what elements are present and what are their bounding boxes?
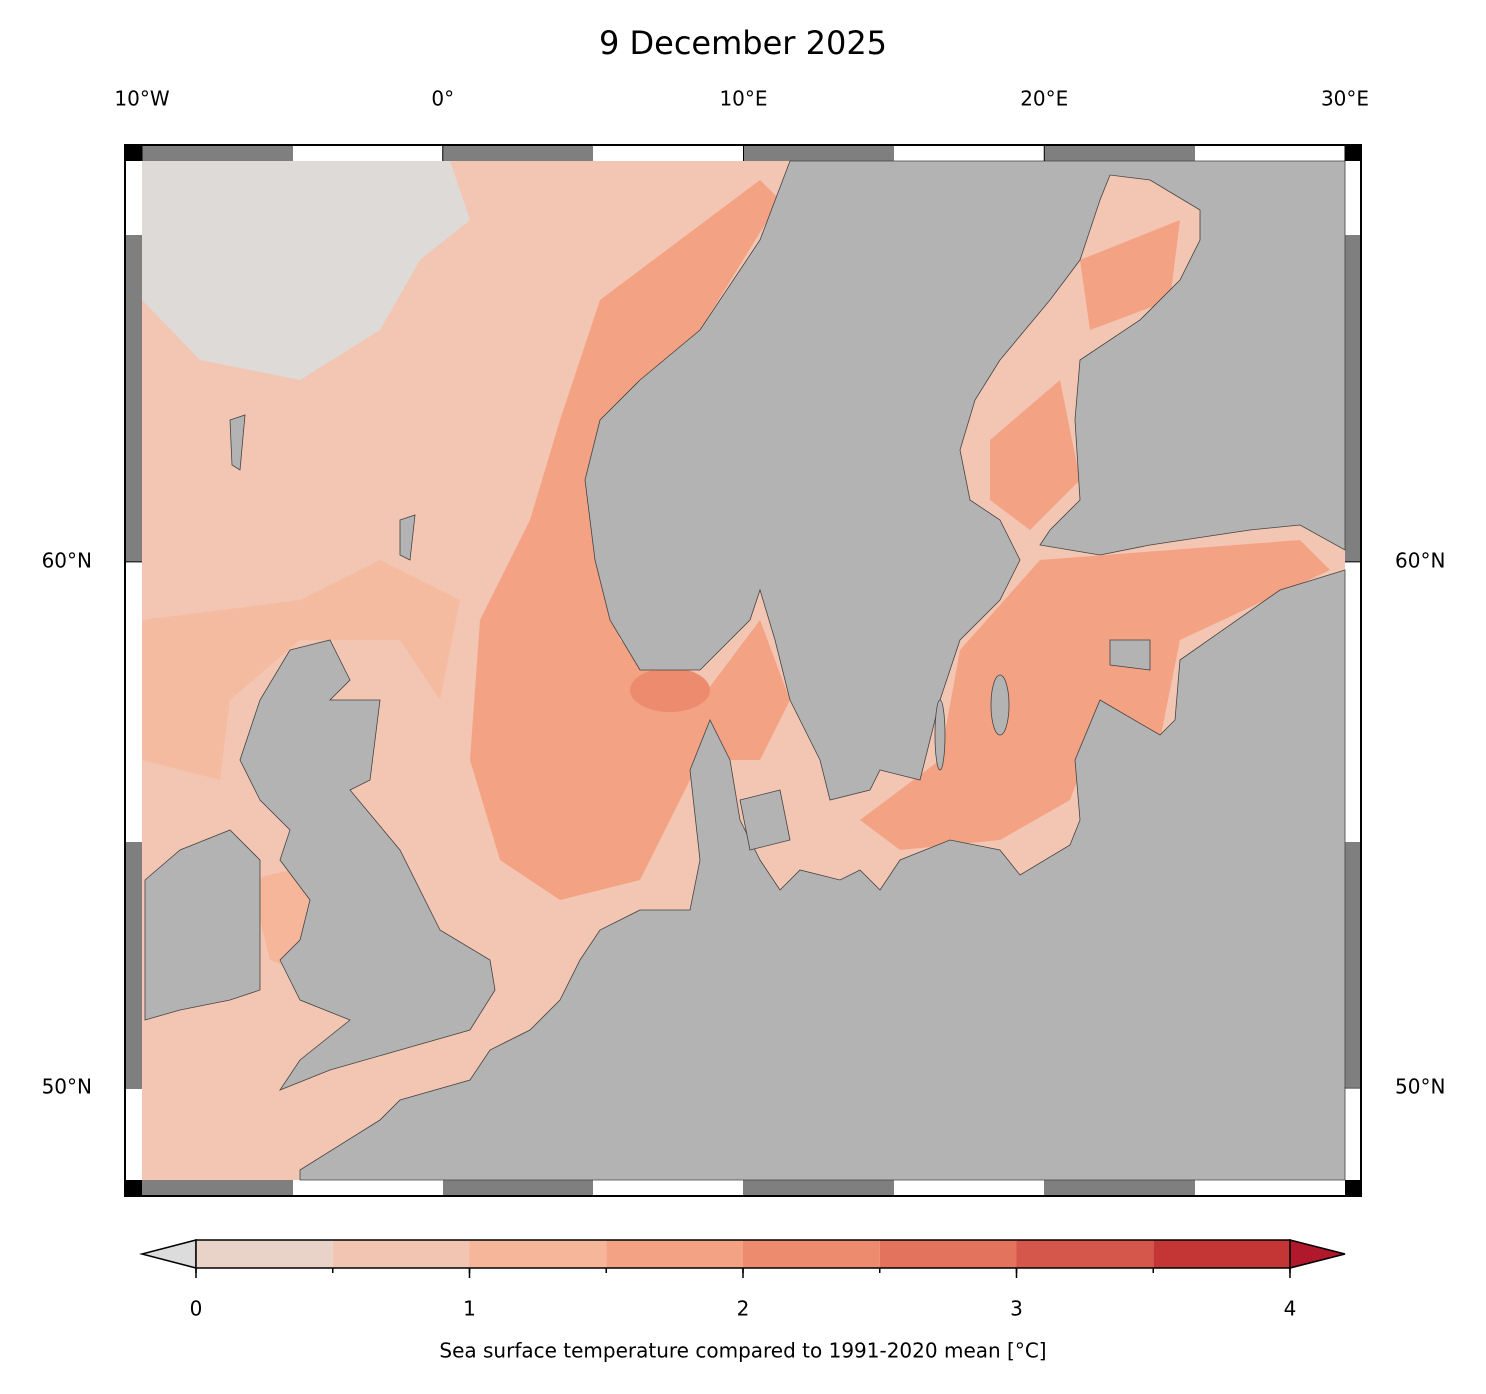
colorbar-segment <box>1153 1240 1290 1268</box>
x-tick-label: 10°W <box>114 87 169 111</box>
colorbar-segment <box>606 1240 743 1268</box>
colorbar-segment <box>332 1240 470 1268</box>
x-tick-label: 20°E <box>1020 87 1068 111</box>
colorbar-segment <box>1016 1240 1154 1268</box>
frame-bands <box>126 146 1360 1195</box>
y-tick-label: 50°N <box>42 1074 92 1098</box>
land <box>144 160 1346 1181</box>
colorbar-label: Sea surface temperature compared to 1991… <box>439 1339 1046 1363</box>
colorbar-tick-label: 1 <box>463 1297 476 1321</box>
y-tick-label-right: 50°N <box>1395 1074 1445 1098</box>
colorbar-under <box>139 1239 197 1269</box>
colorbar-tick-label: 3 <box>1010 1297 1023 1321</box>
y-tick-label: 60°N <box>42 548 92 572</box>
map-title: 9 December 2025 <box>599 24 887 62</box>
x-tick-label: 0° <box>431 87 454 111</box>
colorbar-segment <box>743 1240 880 1268</box>
colorbar-segment <box>196 1240 333 1268</box>
frame-corners <box>125 145 1361 1196</box>
y-tick-label-right: 60°N <box>1395 548 1445 572</box>
colorbar-tick-label: 2 <box>737 1297 750 1321</box>
colorbar-tick-label: 4 <box>1284 1297 1297 1321</box>
colorbar-over <box>1289 1239 1346 1269</box>
colorbar-segment <box>469 1240 607 1268</box>
colorbar-tick-label: 0 <box>190 1297 203 1321</box>
colorbar-segment <box>879 1240 1017 1268</box>
x-tick-label: 10°E <box>719 87 767 111</box>
x-tick-label: 30°E <box>1321 87 1369 111</box>
